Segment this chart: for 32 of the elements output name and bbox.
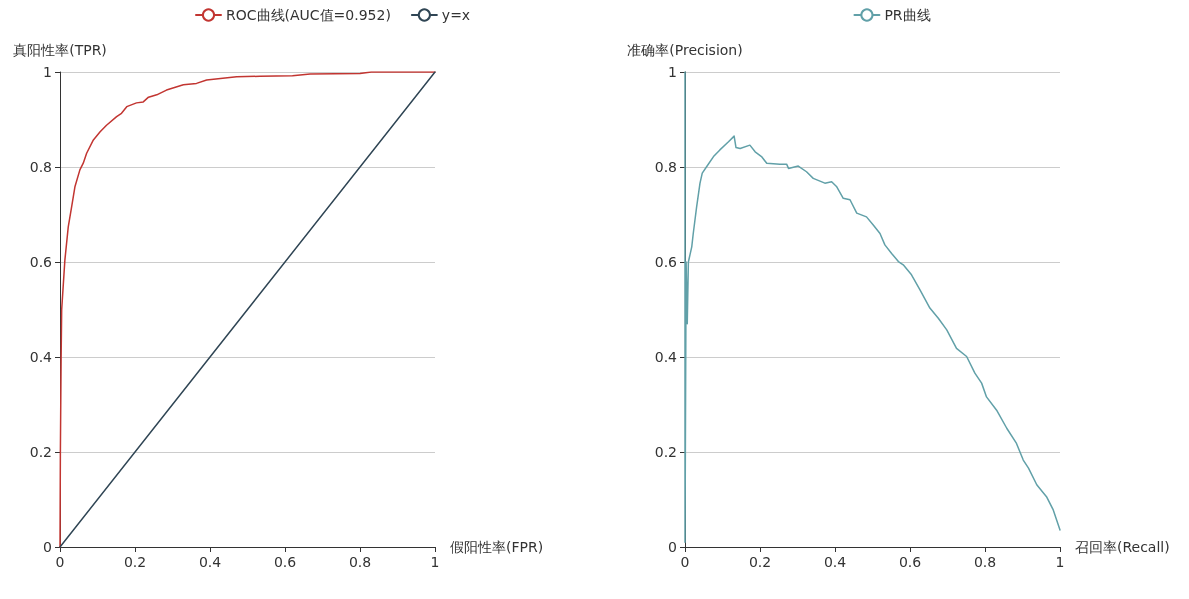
x-tick-label: 0.2	[748, 554, 772, 570]
legend-label: y=x	[441, 7, 471, 23]
y-tick-label: 0.6	[29, 254, 53, 270]
x-tick-label: 0	[680, 554, 690, 570]
y-axis-title: 准确率(Precision)	[627, 42, 743, 58]
x-tick-label: 0.4	[823, 554, 847, 570]
y-tick-label: 0	[668, 539, 677, 555]
y-tick-label: 1	[668, 64, 677, 80]
y-tick-label: 0.2	[29, 444, 52, 460]
x-tick-label: 0.8	[973, 554, 997, 570]
y-tick-label: 0.4	[654, 349, 678, 365]
x-tick-label: 0	[55, 554, 65, 570]
y-tick-label: 0.2	[654, 444, 677, 460]
y-tick-label: 0.8	[654, 159, 677, 175]
x-tick-label: 1	[430, 554, 440, 570]
x-tick-label: 0.4	[198, 554, 222, 570]
x-tick-label: 0.6	[273, 554, 297, 570]
y-tick-label: 0.6	[654, 254, 678, 270]
x-tick-label: 0.2	[123, 554, 147, 570]
y-tick-label: 0	[43, 539, 52, 555]
y-tick-label: 0.4	[29, 349, 53, 365]
legend-label: PR曲线	[884, 7, 931, 23]
legend-label: ROC曲线(AUC值=0.952)	[226, 7, 391, 23]
x-tick-label: 1	[1055, 554, 1065, 570]
y-tick-label: 0.8	[29, 159, 52, 175]
y-axis-title: 真阳性率(TPR)	[13, 42, 107, 58]
x-axis-title: 召回率(Recall)	[1075, 539, 1170, 555]
x-tick-label: 0.6	[898, 554, 922, 570]
line-series	[684, 71, 1061, 543]
y-tick-label: 1	[43, 64, 52, 80]
x-axis-title: 假阳性率(FPR)	[450, 539, 544, 555]
x-tick-label: 0.8	[348, 554, 372, 570]
